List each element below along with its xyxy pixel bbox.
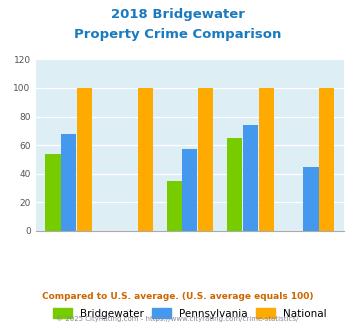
Bar bbox=[243, 125, 258, 231]
Bar bbox=[61, 134, 76, 231]
Text: © 2025 CityRating.com - https://www.cityrating.com/crime-statistics/: © 2025 CityRating.com - https://www.city… bbox=[56, 315, 299, 322]
Bar bbox=[137, 88, 153, 231]
Legend: Bridgewater, Pennsylvania, National: Bridgewater, Pennsylvania, National bbox=[53, 308, 327, 318]
Bar bbox=[166, 181, 182, 231]
Bar bbox=[259, 88, 274, 231]
Text: Compared to U.S. average. (U.S. average equals 100): Compared to U.S. average. (U.S. average … bbox=[42, 292, 313, 301]
Bar bbox=[182, 149, 197, 231]
Bar bbox=[198, 88, 213, 231]
Bar bbox=[45, 154, 61, 231]
Bar bbox=[77, 88, 92, 231]
Text: 2018 Bridgewater: 2018 Bridgewater bbox=[110, 8, 245, 21]
Bar bbox=[227, 138, 242, 231]
Bar bbox=[319, 88, 334, 231]
Bar bbox=[304, 167, 319, 231]
Text: Property Crime Comparison: Property Crime Comparison bbox=[74, 28, 281, 41]
